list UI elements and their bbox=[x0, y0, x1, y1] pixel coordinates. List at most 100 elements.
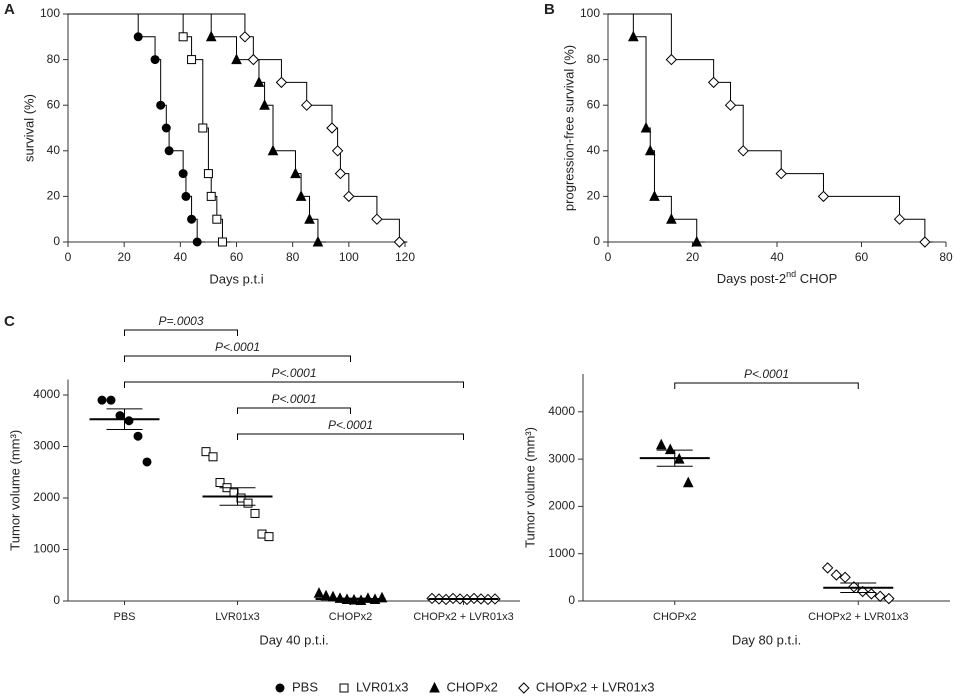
panel-label: B bbox=[544, 1, 555, 18]
marker bbox=[429, 681, 440, 693]
x-axis-label: Days post-2nd CHOP bbox=[717, 269, 838, 286]
x-tick-label: 100 bbox=[339, 250, 359, 264]
survival-line bbox=[68, 13, 206, 243]
marker bbox=[339, 683, 349, 693]
marker bbox=[919, 236, 931, 248]
marker bbox=[97, 395, 107, 405]
x-tick-label: 120 bbox=[395, 250, 415, 264]
y-axis-label: Tumor volume (mm³) bbox=[7, 430, 22, 551]
x-tick-label: 40 bbox=[174, 250, 188, 264]
marker bbox=[312, 235, 324, 247]
x-tick-label: LVR01x3 bbox=[215, 611, 259, 623]
marker bbox=[187, 55, 197, 65]
y-tick-label: 1000 bbox=[33, 542, 60, 556]
marker bbox=[893, 213, 906, 225]
marker bbox=[267, 144, 279, 156]
x-axis-label: Day 40 p.t.i. bbox=[259, 632, 328, 647]
marker bbox=[217, 237, 227, 247]
x-tick-label: 80 bbox=[939, 250, 953, 264]
y-axis-label: progression-free survival (%) bbox=[561, 45, 576, 211]
marker bbox=[334, 167, 347, 180]
x-tick-label: 60 bbox=[230, 250, 244, 264]
y-tick-label: 1000 bbox=[548, 546, 575, 560]
legend-label: CHOPx2 + LVR01x3 bbox=[536, 679, 655, 694]
marker bbox=[874, 590, 886, 602]
marker bbox=[231, 53, 242, 65]
marker bbox=[371, 213, 383, 225]
y-tick-label: 0 bbox=[593, 234, 600, 248]
marker bbox=[724, 99, 737, 111]
marker bbox=[664, 443, 676, 455]
significance-bracket bbox=[674, 382, 859, 389]
marker bbox=[640, 121, 652, 133]
y-tick-label: 80 bbox=[47, 52, 61, 66]
significance-label: P<.0001 bbox=[271, 366, 316, 380]
y-tick-label: 0 bbox=[53, 593, 60, 607]
x-tick-label: 60 bbox=[855, 250, 869, 264]
marker bbox=[250, 508, 260, 518]
marker bbox=[707, 76, 720, 89]
x-tick-label: 20 bbox=[117, 250, 131, 264]
marker bbox=[124, 416, 134, 426]
marker bbox=[376, 591, 388, 603]
y-tick-label: 20 bbox=[587, 189, 601, 203]
panel-label: A bbox=[4, 1, 15, 18]
significance-label: P<.0001 bbox=[271, 392, 316, 406]
x-tick-label: 0 bbox=[65, 250, 72, 264]
y-tick-label: 4000 bbox=[33, 387, 60, 401]
y-tick-label: 80 bbox=[587, 52, 601, 66]
significance-bracket bbox=[237, 407, 351, 414]
marker bbox=[856, 585, 869, 598]
marker bbox=[737, 145, 749, 157]
marker bbox=[206, 191, 216, 201]
y-tick-label: 2000 bbox=[548, 499, 575, 513]
y-tick-label: 40 bbox=[47, 143, 61, 157]
x-tick-label: 80 bbox=[286, 250, 300, 264]
legend-label: CHOPx2 bbox=[447, 679, 498, 694]
marker bbox=[655, 438, 667, 450]
x-tick-label: PBS bbox=[113, 611, 135, 623]
survival-line bbox=[608, 13, 705, 243]
marker bbox=[201, 447, 211, 457]
y-tick-label: 0 bbox=[53, 234, 60, 248]
x-axis-label-part: nd bbox=[786, 269, 796, 279]
marker bbox=[187, 214, 197, 224]
marker bbox=[198, 123, 208, 133]
x-tick-label: CHOPx2 + LVR01x3 bbox=[413, 611, 513, 623]
marker bbox=[133, 32, 143, 42]
marker bbox=[865, 588, 878, 600]
significance-label: P<.0001 bbox=[215, 340, 260, 354]
marker bbox=[150, 55, 160, 65]
x-axis-label-part: CHOP bbox=[796, 271, 837, 286]
marker bbox=[295, 190, 307, 201]
marker bbox=[156, 100, 166, 110]
survival-line bbox=[68, 13, 326, 243]
marker bbox=[301, 99, 313, 111]
marker bbox=[775, 167, 787, 180]
marker bbox=[883, 592, 895, 605]
marker bbox=[682, 476, 694, 488]
marker bbox=[247, 53, 260, 66]
marker bbox=[264, 532, 274, 542]
marker bbox=[178, 32, 188, 42]
marker bbox=[821, 562, 834, 574]
y-tick-label: 0 bbox=[568, 593, 575, 607]
marker bbox=[164, 146, 174, 156]
y-axis-label: survival (%) bbox=[21, 94, 36, 162]
marker bbox=[142, 457, 152, 467]
legend-label: PBS bbox=[292, 679, 318, 694]
y-tick-label: 20 bbox=[47, 189, 61, 203]
survival-line bbox=[68, 13, 408, 243]
y-tick-label: 2000 bbox=[33, 490, 60, 504]
marker bbox=[691, 235, 703, 247]
x-axis-label: Day 80 p.t.i. bbox=[732, 632, 801, 647]
x-tick-label: 0 bbox=[605, 250, 612, 264]
significance-label: P<.0001 bbox=[744, 367, 789, 381]
marker bbox=[649, 190, 660, 201]
legend-label: LVR01x3 bbox=[356, 679, 409, 694]
y-tick-label: 60 bbox=[587, 97, 601, 111]
marker bbox=[313, 587, 325, 598]
marker bbox=[326, 122, 338, 134]
x-tick-label: CHOPx2 bbox=[653, 611, 696, 623]
marker bbox=[628, 30, 639, 42]
